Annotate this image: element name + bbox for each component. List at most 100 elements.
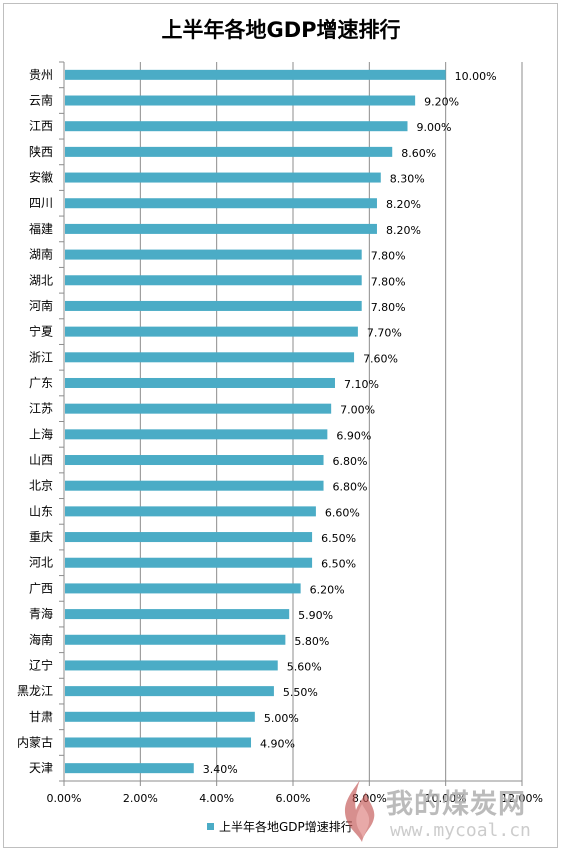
bar <box>65 686 274 697</box>
x-tick-label: 10.00% <box>425 792 467 805</box>
category-label: 湖南 <box>29 247 53 262</box>
category-label: 河南 <box>29 298 53 313</box>
category-label: 海南 <box>29 632 53 647</box>
category-label: 贵州 <box>29 68 53 82</box>
category-label: 安徽 <box>29 170 53 185</box>
category-label: 江西 <box>29 119 53 133</box>
category-label: 上海 <box>29 426 53 441</box>
bar <box>65 146 393 157</box>
category-label: 山东 <box>29 504 53 518</box>
category-label: 青海 <box>29 606 53 621</box>
data-label: 9.00% <box>417 121 452 134</box>
data-label: 5.60% <box>287 660 322 673</box>
category-label: 浙江 <box>29 350 53 364</box>
data-label: 8.60% <box>401 147 436 160</box>
legend: 上半年各地GDP增速排行 <box>207 818 353 835</box>
bar <box>65 121 408 132</box>
category-label: 天津 <box>29 761 53 775</box>
bar-layer <box>65 69 446 774</box>
data-label: 5.80% <box>294 635 329 648</box>
data-label: 7.80% <box>371 250 406 263</box>
x-tick-label: 0.00% <box>47 792 82 805</box>
chart-frame <box>3 3 558 848</box>
x-tick-label: 4.00% <box>199 792 234 805</box>
category-label: 四川 <box>29 196 53 210</box>
data-label: 8.20% <box>386 224 421 237</box>
data-label: 6.90% <box>336 429 371 442</box>
data-label: 5.90% <box>298 609 333 622</box>
category-label: 内蒙古 <box>17 734 53 749</box>
category-label: 黑龙江 <box>17 684 53 698</box>
chart-title: 上半年各地GDP增速排行 <box>161 18 401 42</box>
bar <box>65 249 362 260</box>
category-label: 广东 <box>29 376 53 390</box>
bar <box>65 660 278 671</box>
category-label: 江苏 <box>29 402 53 416</box>
bar <box>65 711 255 722</box>
bar <box>65 737 252 748</box>
watermark-text: 我的煤炭网 <box>386 789 526 820</box>
bar <box>65 326 358 337</box>
data-label: 6.50% <box>321 532 356 545</box>
bar <box>65 172 381 183</box>
category-label: 重庆 <box>29 530 53 544</box>
bar <box>65 377 335 388</box>
category-label: 辽宁 <box>29 657 53 672</box>
data-label: 6.20% <box>310 583 345 596</box>
bar <box>65 429 328 440</box>
bar <box>65 300 362 311</box>
x-tick-label: 12.00% <box>501 792 543 805</box>
bar <box>65 557 313 568</box>
data-label: 6.50% <box>321 558 356 571</box>
legend-label: 上半年各地GDP增速排行 <box>219 820 353 834</box>
bar <box>65 532 313 543</box>
data-label: 7.00% <box>340 404 375 417</box>
data-label: 9.20% <box>424 96 459 109</box>
bar <box>65 609 290 620</box>
bar <box>65 506 316 517</box>
data-label: 4.90% <box>260 737 295 750</box>
watermark-url: www.mycoal.cn <box>390 820 531 841</box>
data-label: 7.70% <box>367 327 402 340</box>
bar <box>65 95 416 106</box>
x-tick-label: 6.00% <box>276 792 311 805</box>
data-label: 7.60% <box>363 352 398 365</box>
data-label: 5.50% <box>283 686 318 699</box>
bar <box>65 275 362 286</box>
bar <box>65 223 377 234</box>
data-label: 8.30% <box>390 173 425 186</box>
grid-layer <box>59 61 523 786</box>
data-label: 7.80% <box>371 301 406 314</box>
category-label: 福建 <box>29 221 53 236</box>
bar <box>65 352 355 363</box>
bar <box>65 583 301 594</box>
bar <box>65 198 377 209</box>
bar <box>65 403 332 414</box>
data-label: 6.80% <box>333 455 368 468</box>
data-label: 6.80% <box>333 481 368 494</box>
label-layer: 0.00% 2.00% 4.00% 6.00% 8.00% 10.00% 12.00%贵州 1… <box>17 68 543 805</box>
legend-swatch <box>207 823 214 830</box>
category-label: 陕西 <box>29 144 53 159</box>
data-label: 7.10% <box>344 378 379 391</box>
bar <box>65 763 194 774</box>
watermark: 我的煤炭网 www.mycoal.cn <box>332 776 550 846</box>
bar <box>65 480 324 491</box>
data-label: 8.20% <box>386 198 421 211</box>
flame-logo-icon <box>344 780 375 842</box>
data-label: 10.00% <box>455 70 497 83</box>
category-label: 云南 <box>29 93 53 108</box>
category-label: 北京 <box>29 479 53 493</box>
data-label: 3.40% <box>203 763 238 776</box>
category-label: 甘肃 <box>29 710 53 724</box>
bar <box>65 455 324 466</box>
category-label: 湖北 <box>29 272 53 287</box>
category-label: 山西 <box>29 453 53 467</box>
data-label: 6.60% <box>325 506 360 519</box>
category-label: 河北 <box>29 556 53 570</box>
category-label: 广西 <box>29 581 53 595</box>
bar <box>65 634 286 645</box>
x-tick-label: 2.00% <box>123 792 158 805</box>
category-label: 宁夏 <box>29 324 53 339</box>
